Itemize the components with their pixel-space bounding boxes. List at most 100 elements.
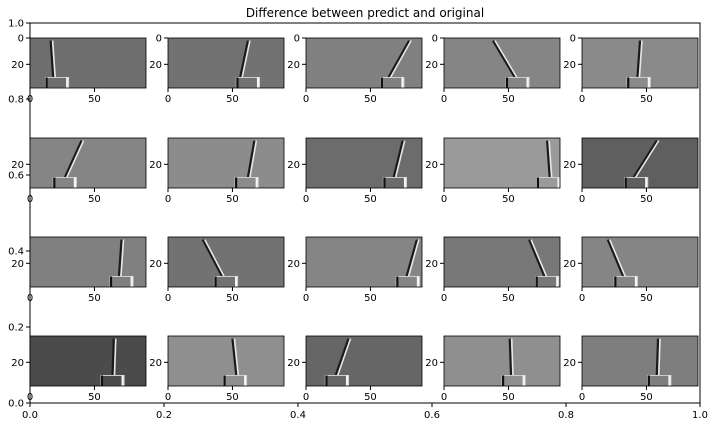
subplot-frame xyxy=(29,37,147,89)
subplot-x-tick-label: 50 xyxy=(364,94,377,105)
subplot-x-tick-label: 0 xyxy=(579,293,585,304)
pole-light-edge xyxy=(249,140,258,178)
cart-left-edge xyxy=(614,276,617,287)
difference-image xyxy=(582,336,698,386)
outer-x-tick-label: 1.0 xyxy=(692,410,708,421)
subplot-x-tick-label: 50 xyxy=(640,293,653,304)
subplot-frame xyxy=(581,37,699,89)
pole-dark-edge xyxy=(49,40,55,78)
subplot-y-tick-label: 20 xyxy=(11,358,24,369)
pole-light-edge xyxy=(394,140,406,178)
subplot-frame xyxy=(305,137,423,189)
pole-light-edge xyxy=(609,239,626,277)
pole-dark-edge xyxy=(632,140,658,179)
outer-x-tick-label: 0.0 xyxy=(22,410,38,421)
cart-left-edge xyxy=(45,77,48,88)
subplot-frame xyxy=(167,137,285,189)
pole-light-edge xyxy=(634,140,660,178)
pole-light-edge xyxy=(389,40,412,78)
subplot-5: 0 50 0 20 xyxy=(563,34,699,105)
pole-light-edge xyxy=(66,140,85,178)
subplot-y-tick-label: 0 xyxy=(18,34,24,45)
subplot-frame xyxy=(29,137,147,189)
cart-right-edge xyxy=(345,375,349,386)
subplot-x-tick-label: 0 xyxy=(27,293,33,304)
subplot-y-tick-label: 20 xyxy=(287,259,300,270)
difference-image xyxy=(168,237,284,287)
subplot-y-tick-label: 20 xyxy=(425,60,438,71)
subplot-x-tick-label: 50 xyxy=(364,194,377,205)
pole-dark-edge xyxy=(334,338,350,376)
outer-x-tick-label: 0.8 xyxy=(558,410,574,421)
pole-dark-edge xyxy=(405,239,418,277)
subplot-x-tick-label: 0 xyxy=(579,94,585,105)
subplot-x-tick-label: 50 xyxy=(640,392,653,403)
subplot-y-tick-label: 0 xyxy=(156,34,162,45)
subplot-7: 0 50 20 xyxy=(149,137,285,205)
pole-light-edge xyxy=(510,338,514,376)
pole-dark-edge xyxy=(492,40,516,79)
subplot-17: 0 50 20 xyxy=(149,335,285,403)
pole-dark-edge xyxy=(387,40,411,79)
subplot-y-tick-label: 20 xyxy=(287,358,300,369)
subplot-15: 0 50 20 xyxy=(563,236,699,304)
difference-image xyxy=(306,38,422,88)
subplot-x-tick-label: 50 xyxy=(226,94,239,105)
subplot-18: 0 50 20 xyxy=(287,335,423,403)
outer-y-tick-label: 0.4 xyxy=(8,247,24,258)
subplot-x-tick-label: 0 xyxy=(165,94,171,105)
pole-dark-edge xyxy=(546,140,551,178)
subplot-x-tick-label: 50 xyxy=(502,392,515,403)
subplot-x-tick-label: 0 xyxy=(165,392,171,403)
outer-axes-frame xyxy=(29,22,701,404)
subplot-y-tick-label: 20 xyxy=(563,358,576,369)
subplot-x-tick-label: 50 xyxy=(364,293,377,304)
subplot-x-tick-label: 0 xyxy=(441,392,447,403)
cart-right-edge xyxy=(647,77,650,88)
subplot-x-tick-label: 0 xyxy=(579,194,585,205)
cart-right-edge xyxy=(244,375,247,386)
outer-y-tick-label: 0.2 xyxy=(8,323,24,334)
pole-dark-edge xyxy=(239,40,249,78)
outer-x-tick-label: 0.4 xyxy=(290,410,306,421)
subplot-y-tick-label: 20 xyxy=(425,259,438,270)
subplot-x-tick-label: 0 xyxy=(441,293,447,304)
cart-left-edge xyxy=(223,375,226,386)
subplot-frame xyxy=(167,335,285,387)
chart-title: Difference between predict and original xyxy=(246,6,484,20)
cart-right-edge xyxy=(256,77,260,88)
subplot-y-tick-label: 0 xyxy=(294,34,300,45)
subplot-13: 0 50 20 xyxy=(287,236,423,304)
cart-right-edge xyxy=(73,177,77,188)
subplot-frame xyxy=(581,137,699,189)
cart-left-edge xyxy=(535,276,538,287)
pole-light-edge xyxy=(233,338,240,376)
subplot-frame xyxy=(167,236,285,288)
cart-right-edge xyxy=(416,276,420,287)
subplot-x-tick-label: 50 xyxy=(88,392,101,403)
cart-left-edge xyxy=(396,276,399,287)
subplot-x-tick-label: 50 xyxy=(226,392,239,403)
subplot-frame xyxy=(305,335,423,387)
pole-dark-edge xyxy=(655,338,660,376)
pole-light-edge xyxy=(494,40,518,78)
pole-light-edge xyxy=(120,239,125,277)
subplot-x-tick-label: 50 xyxy=(226,293,239,304)
subplot-y-tick-label: 0 xyxy=(432,34,438,45)
subplot-x-tick-label: 50 xyxy=(88,293,101,304)
cart-right-edge xyxy=(556,276,559,287)
subplot-10: 0 50 20 xyxy=(563,137,699,205)
subplot-y-tick-label: 20 xyxy=(149,358,162,369)
subplot-x-tick-label: 0 xyxy=(27,392,33,403)
subplot-x-tick-label: 0 xyxy=(441,94,447,105)
pole-dark-edge xyxy=(201,239,224,277)
pole-dark-edge xyxy=(508,338,513,376)
cart-left-edge xyxy=(325,375,328,386)
subplot-11: 0 50 20 xyxy=(11,236,147,304)
subplot-y-tick-label: 20 xyxy=(287,160,300,171)
difference-image xyxy=(30,38,146,88)
pole-dark-edge xyxy=(392,140,404,178)
subplot-14: 0 50 20 xyxy=(425,236,561,304)
subplot-20: 0 50 20 xyxy=(563,335,699,403)
